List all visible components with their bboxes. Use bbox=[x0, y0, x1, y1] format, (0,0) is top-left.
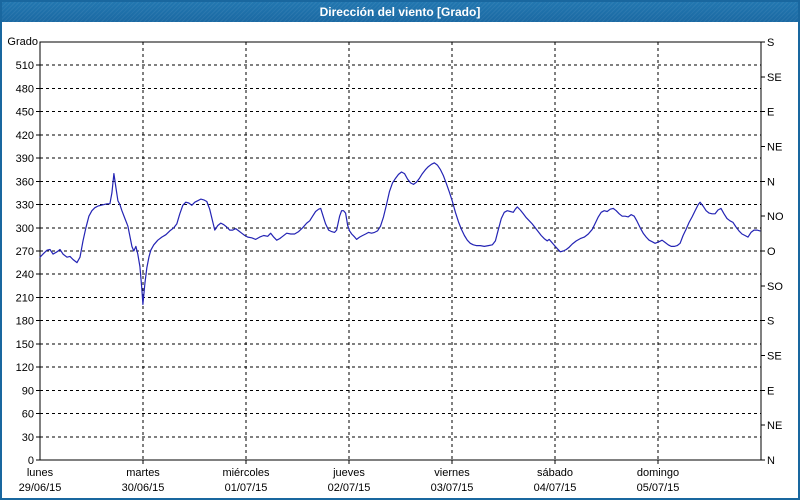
y-axis-tick-label: 420 bbox=[16, 130, 34, 142]
x-axis-date-label: 29/06/15 bbox=[19, 482, 62, 494]
y-axis-tick-label: 390 bbox=[16, 153, 34, 165]
x-axis-date-label: 01/07/15 bbox=[225, 482, 268, 494]
x-axis-day-label: miércoles bbox=[222, 467, 270, 479]
x-axis-day-label: viernes bbox=[434, 467, 470, 479]
y-axis-tick-label: 450 bbox=[16, 107, 34, 119]
y-axis-tick-label: 150 bbox=[16, 339, 34, 351]
y-axis-tick-label: 0 bbox=[28, 455, 34, 467]
compass-tick-label: NE bbox=[767, 420, 782, 432]
y-axis-tick-label: 480 bbox=[16, 83, 34, 95]
x-axis-date-label: 03/07/15 bbox=[431, 482, 474, 494]
compass-tick-label: N bbox=[767, 455, 775, 467]
x-axis-date-label: 04/07/15 bbox=[534, 482, 577, 494]
compass-tick-label: NO bbox=[767, 211, 784, 223]
grid-lines bbox=[40, 42, 761, 460]
compass-tick-label: E bbox=[767, 107, 774, 119]
y-axis-tick-label: 330 bbox=[16, 200, 34, 212]
chart-title-bar: Dirección del viento [Grado] bbox=[2, 2, 798, 22]
y-axis-tick-label: 270 bbox=[16, 246, 34, 258]
y-axis-tick-label: 180 bbox=[16, 316, 34, 328]
y-axis-right: N NE E SE S SO O NO N NE E SE S bbox=[761, 37, 784, 467]
compass-tick-label: N bbox=[767, 176, 775, 188]
compass-tick-label: S bbox=[767, 316, 774, 328]
y-axis-tick-label: 30 bbox=[22, 432, 34, 444]
x-axis-day-label: lunes bbox=[27, 467, 54, 479]
x-axis-date-label: 05/07/15 bbox=[637, 482, 680, 494]
y-axis-tick-label: 60 bbox=[22, 409, 34, 421]
x-axis-day-label: martes bbox=[126, 467, 160, 479]
compass-tick-label: SE bbox=[767, 351, 782, 363]
compass-tick-label: NE bbox=[767, 142, 782, 154]
y-axis-tick-label: 510 bbox=[16, 60, 34, 72]
compass-tick-label: SO bbox=[767, 281, 783, 293]
x-axis-day-label: sábado bbox=[537, 467, 573, 479]
y-axis-left: 0 30 60 90 120 150 180 210 240 270 300 330 360 390 420… bbox=[7, 36, 40, 467]
y-axis-tick-label: 360 bbox=[16, 176, 34, 188]
compass-tick-label: O bbox=[767, 246, 776, 258]
compass-tick-label: E bbox=[767, 385, 774, 397]
compass-tick-label: SE bbox=[767, 72, 782, 84]
y-axis-tick-label: 300 bbox=[16, 223, 34, 235]
x-axis-date-label: 30/06/15 bbox=[122, 482, 165, 494]
y-axis-tick-label: 90 bbox=[22, 385, 34, 397]
y-axis-tick-label: 240 bbox=[16, 269, 34, 281]
y-axis-tick-label: 210 bbox=[16, 292, 34, 304]
x-axis-day-label: domingo bbox=[637, 467, 679, 479]
wind-direction-series bbox=[39, 162, 761, 305]
y-axis-tick-label: 120 bbox=[16, 362, 34, 374]
chart-title: Dirección del viento [Grado] bbox=[319, 5, 481, 19]
x-axis-date-label: 02/07/15 bbox=[328, 482, 371, 494]
x-axis: lunes 29/06/15 martes 30/06/15 miércoles 01/0… bbox=[19, 460, 680, 494]
x-axis-day-label: jueves bbox=[332, 467, 365, 479]
compass-tick-label: S bbox=[767, 37, 774, 49]
y-axis-title: Grado bbox=[7, 36, 38, 48]
